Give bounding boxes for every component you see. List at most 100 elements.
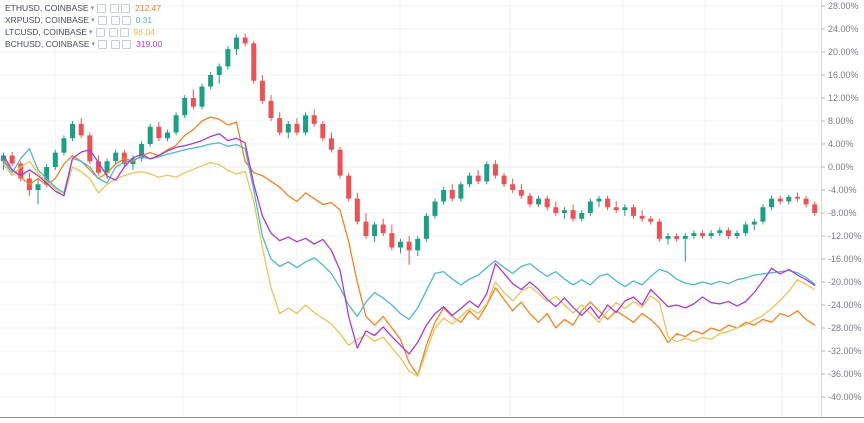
legend-row: ETHUSD, COINBASE ▾ 212.47	[5, 2, 162, 14]
candle-body	[337, 149, 343, 176]
legend-row: BCHUSD, COINBASE ▾ 319.00	[5, 38, 162, 50]
candle-body	[139, 144, 145, 159]
candle-body	[173, 115, 179, 133]
axis-tick-label[interactable]: -32.00%	[828, 346, 862, 356]
candle-body	[389, 233, 395, 248]
candle-body	[242, 37, 248, 44]
compare-legend: ETHUSD, COINBASE ▾ 212.47 XRPUSD, COINBASE ▾…	[5, 2, 162, 50]
settings-icon[interactable]	[108, 27, 118, 37]
candle-body	[156, 126, 162, 139]
candle-body	[691, 233, 697, 236]
candle-body	[622, 207, 628, 211]
axis-tick-label[interactable]: 20.00%	[828, 47, 859, 57]
eye-icon[interactable]	[95, 27, 105, 37]
candle-body	[605, 198, 611, 208]
candle-body	[751, 221, 757, 225]
candle-body	[70, 123, 76, 139]
compare-line-xrpusd[interactable]	[2, 142, 816, 321]
candle-body	[769, 198, 775, 208]
axis-tick-label[interactable]: -8.00%	[828, 208, 857, 218]
axis-tick-label[interactable]: 12.00%	[828, 93, 859, 103]
more-icon[interactable]	[121, 15, 131, 25]
legend-row: LTCUSD, COINBASE ▾ 96.04	[5, 26, 162, 38]
candle-body	[1, 155, 6, 162]
eye-icon[interactable]	[98, 39, 108, 49]
legend-symbol-label[interactable]: LTCUSD, COINBASE	[5, 27, 88, 37]
candle-body	[303, 115, 309, 133]
candle-body	[501, 175, 507, 185]
candle-body	[777, 198, 783, 202]
eye-icon[interactable]	[97, 15, 107, 25]
legend-symbol-label[interactable]: XRPUSD, COINBASE	[5, 15, 90, 25]
candle-body	[363, 221, 369, 236]
more-icon[interactable]	[119, 27, 129, 37]
axis-tick-label[interactable]: 4.00%	[828, 139, 854, 149]
candle-body	[199, 86, 205, 107]
axis-tick-label[interactable]: 24.00%	[828, 24, 859, 34]
axis-tick-label[interactable]: 0.00%	[828, 162, 854, 172]
candle-body	[52, 152, 58, 167]
compare-line-ltcusd[interactable]	[2, 160, 816, 377]
caret-down-icon[interactable]: ▾	[91, 16, 95, 24]
candle-body	[328, 138, 334, 150]
candle-body	[259, 80, 265, 101]
axis-tick-label[interactable]: -4.00%	[828, 185, 857, 195]
eye-icon[interactable]	[97, 3, 107, 13]
candle-body	[587, 201, 593, 213]
settings-icon[interactable]	[110, 15, 120, 25]
legend-value: 212.47	[135, 3, 162, 13]
candle-body	[596, 198, 602, 202]
candle-body	[397, 241, 403, 248]
candle-body	[44, 167, 50, 185]
candle-body	[458, 184, 464, 199]
candle-body	[639, 215, 645, 219]
legend-symbol-label[interactable]: ETHUSD, COINBASE	[5, 3, 89, 13]
legend-row: XRPUSD, COINBASE ▾ 0.31	[5, 14, 162, 26]
candle-body	[484, 164, 490, 182]
candle-body	[441, 190, 447, 202]
more-icon[interactable]	[121, 3, 131, 13]
candle-body	[674, 236, 680, 239]
candle-body	[743, 224, 749, 234]
caret-down-icon[interactable]: ▾	[90, 4, 95, 12]
candle-body	[61, 138, 67, 153]
candle-body	[518, 190, 524, 196]
axis-tick-label[interactable]: -24.00%	[828, 300, 862, 310]
candle-body	[786, 196, 792, 202]
candle-body	[190, 98, 196, 107]
candle-body	[449, 190, 455, 199]
candle-body	[475, 175, 481, 182]
axis-tick-label[interactable]: 28.00%	[828, 1, 859, 11]
caret-down-icon[interactable]: ▾	[89, 28, 93, 36]
candle-body	[354, 198, 360, 222]
axis-tick-label[interactable]: -36.00%	[828, 369, 862, 379]
candle-body	[579, 213, 585, 219]
candle-body	[285, 123, 291, 133]
more-icon[interactable]	[122, 39, 132, 49]
candle-body	[78, 123, 84, 136]
axis-tick-label[interactable]: 16.00%	[828, 70, 859, 80]
candle-body	[95, 161, 101, 173]
axis-tick-label[interactable]: -12.00%	[828, 231, 862, 241]
settings-icon[interactable]	[111, 39, 121, 49]
caret-down-icon[interactable]: ▾	[91, 40, 96, 48]
axis-tick-label[interactable]: -40.00%	[828, 392, 862, 402]
candle-body	[492, 164, 498, 176]
axis-tick-label[interactable]: -28.00%	[828, 323, 862, 333]
candle-body	[536, 198, 542, 205]
axis-tick-label[interactable]: -16.00%	[828, 254, 862, 264]
axis-tick-label[interactable]: 8.00%	[828, 116, 854, 126]
candle-body	[708, 233, 714, 236]
candle-body	[234, 37, 240, 50]
candle-body	[656, 221, 662, 239]
candle-body	[544, 198, 550, 208]
axis-tick-label[interactable]: -20.00%	[828, 277, 862, 287]
candle-body	[510, 184, 516, 190]
candle-body	[630, 207, 636, 216]
candle-body	[104, 161, 110, 173]
compare-line-bchusd[interactable]	[2, 133, 816, 355]
candle-body	[725, 230, 731, 236]
settings-icon[interactable]	[110, 3, 120, 13]
legend-symbol-label[interactable]: BCHUSD, COINBASE	[5, 39, 90, 49]
